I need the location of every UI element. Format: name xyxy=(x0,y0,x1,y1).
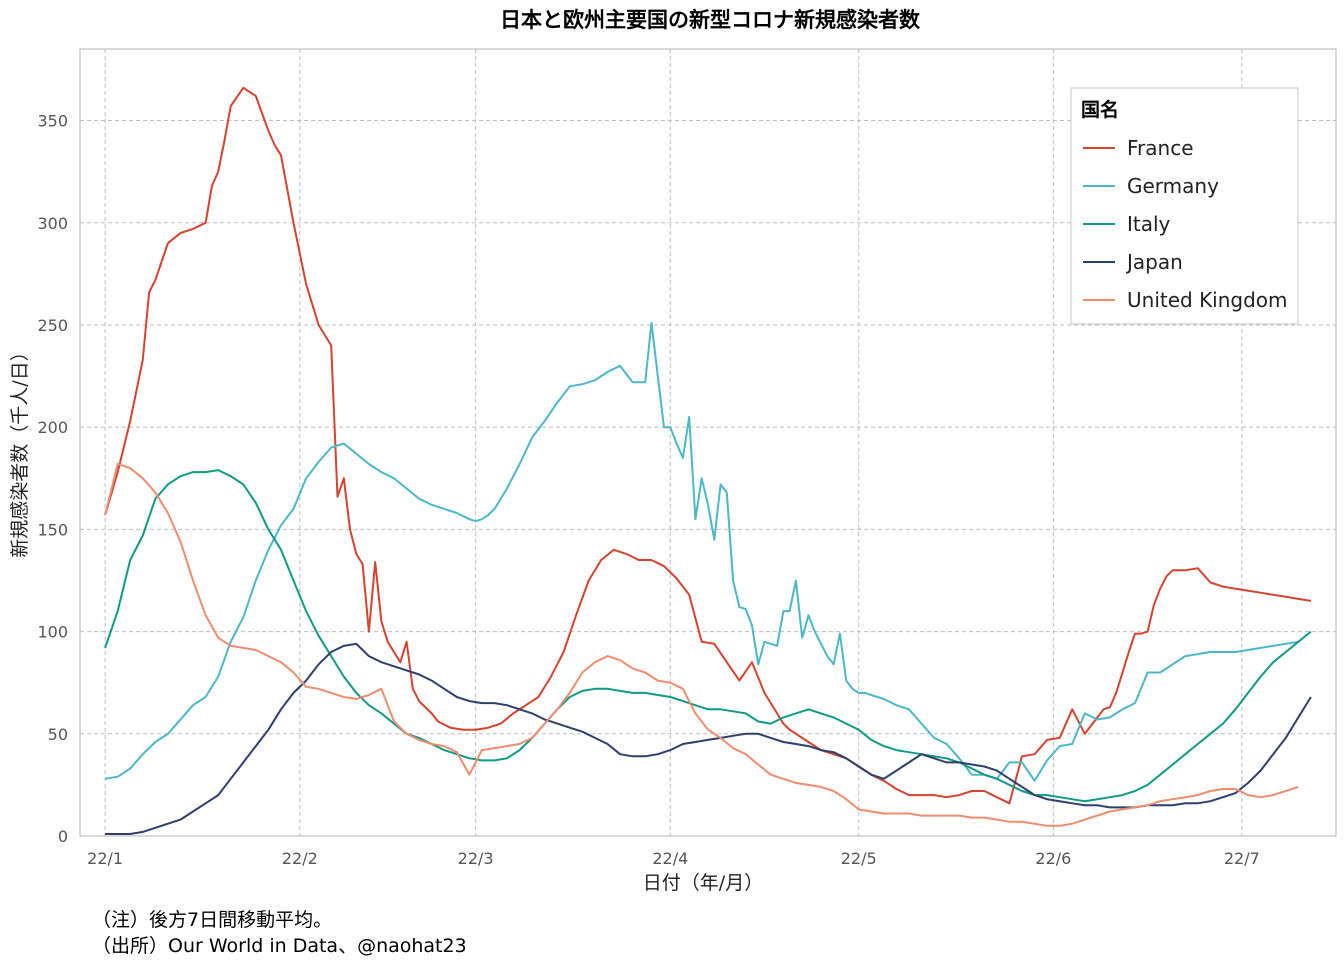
y-tick-label: 300 xyxy=(37,214,68,233)
series-lines xyxy=(104,86,1312,835)
note-text: （注）後方7日間移動平均。 xyxy=(92,909,333,931)
series-line-japan xyxy=(105,642,1312,835)
legend-box xyxy=(1070,87,1299,325)
x-tick-label: 22/3 xyxy=(458,849,494,868)
legend-label: Japan xyxy=(1125,250,1183,274)
x-tick-label: 22/1 xyxy=(87,849,123,868)
series-line-germany xyxy=(104,321,1299,782)
x-tick-label: 22/6 xyxy=(1035,849,1071,868)
y-tick-label: 0 xyxy=(58,827,68,846)
x-tick-label: 22/7 xyxy=(1224,849,1260,868)
y-tick-label: 200 xyxy=(37,418,68,437)
y-tick-label: 350 xyxy=(37,112,68,131)
x-axis-title: 日付（年/月） xyxy=(643,872,763,894)
y-tick-label: 50 xyxy=(48,725,68,744)
legend-label: Germany xyxy=(1127,174,1219,198)
legend-title: 国名 xyxy=(1081,98,1119,121)
legend-label: Italy xyxy=(1127,212,1171,236)
series-line-france xyxy=(104,86,1312,805)
axes: 0 50 100 150 200 250 300 350 22/1 22/2 22/3 22/4 22/… xyxy=(37,48,1337,868)
x-tick-label: 22/4 xyxy=(652,849,688,868)
legend: 国名 France Germany Italy Japan United Kingdom xyxy=(1070,87,1299,325)
chart-title: 日本と欧州主要国の新型コロナ新規感染者数 xyxy=(500,8,921,32)
y-tick-label: 100 xyxy=(37,623,68,642)
series-line-united-kingdom xyxy=(104,463,1299,827)
plot-frame xyxy=(79,48,1337,837)
x-tick-label: 22/2 xyxy=(282,849,318,868)
y-tick-label: 150 xyxy=(37,520,68,539)
y-tick-label: 250 xyxy=(37,316,68,335)
x-tick-label: 22/5 xyxy=(841,849,877,868)
series-line-italy xyxy=(104,469,1312,803)
y-axis-title: 新規感染者数（千人/日） xyxy=(9,342,31,557)
source-text: （出所）Our World in Data、@naohat23 xyxy=(92,935,467,957)
legend-label: France xyxy=(1127,136,1194,160)
legend-label: United Kingdom xyxy=(1127,288,1288,312)
